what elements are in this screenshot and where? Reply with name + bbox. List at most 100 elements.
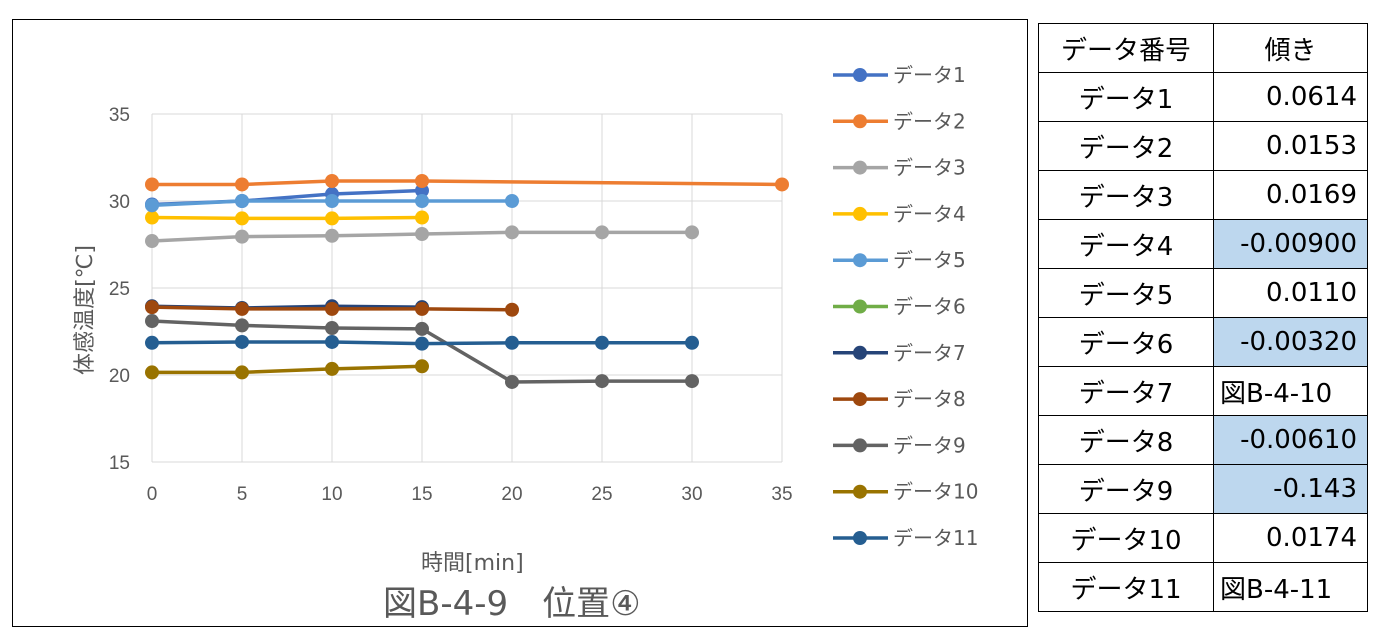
table-row: データ10 0.0174 bbox=[1038, 513, 1368, 563]
slope-table: データ番号 傾き データ1 0.0614 データ2 0.0153 データ3 0.0169 デ… bbox=[1038, 23, 1368, 612]
y-tick-label: 30 bbox=[109, 192, 130, 213]
data-point-series-10 bbox=[235, 365, 249, 380]
data-point-series-3 bbox=[505, 225, 519, 240]
x-tick-label: 10 bbox=[321, 484, 342, 505]
table-row: データ3 0.0169 bbox=[1038, 170, 1368, 220]
data-point-series-4 bbox=[415, 210, 429, 225]
table-row: データ1 0.0614 bbox=[1038, 72, 1368, 122]
legend-label: データ4 bbox=[893, 202, 966, 226]
data-point-series-2 bbox=[415, 173, 429, 188]
y-tick-label: 35 bbox=[109, 105, 130, 126]
row-slope-value: 0.0614 bbox=[1213, 72, 1368, 122]
legend-marker bbox=[853, 114, 867, 129]
row-label: データ4 bbox=[1038, 219, 1214, 269]
table-row: データ9 -0.143 bbox=[1038, 464, 1368, 514]
legend-label: データ10 bbox=[893, 480, 978, 504]
data-point-series-4 bbox=[325, 211, 339, 226]
legend-label: データ5 bbox=[893, 248, 966, 272]
chart-frame: 0 5 10 15 20 25 30 35 15 20 25 30 35 データ1 データ2 データ3 データ4… bbox=[12, 19, 1028, 627]
table-row: データ7 図B-4-10 bbox=[1038, 366, 1368, 416]
data-point-series-4 bbox=[145, 210, 159, 225]
row-label: データ7 bbox=[1038, 366, 1214, 416]
line-chart: 0 5 10 15 20 25 30 35 15 20 25 30 35 データ1 データ2 データ3 データ4… bbox=[109, 63, 979, 550]
data-point-series-11 bbox=[325, 334, 339, 349]
data-point-series-9 bbox=[325, 321, 339, 336]
row-slope-value: -0.143 bbox=[1213, 464, 1368, 514]
data-point-series-11 bbox=[595, 335, 609, 350]
x-tick-label: 30 bbox=[681, 484, 702, 505]
data-point-series-2 bbox=[325, 173, 339, 188]
y-tick-label: 25 bbox=[109, 279, 130, 300]
row-label: データ11 bbox=[1038, 562, 1214, 612]
data-point-series-11 bbox=[505, 335, 519, 350]
data-point-series-5 bbox=[325, 194, 339, 208]
legend-marker bbox=[853, 392, 867, 407]
data-point-series-5 bbox=[145, 198, 159, 213]
data-point-series-5 bbox=[415, 194, 429, 208]
table-row: データ4 -0.00900 bbox=[1038, 219, 1368, 269]
row-label: データ3 bbox=[1038, 170, 1214, 220]
data-point-series-3 bbox=[415, 227, 429, 242]
data-point-series-8 bbox=[505, 302, 519, 317]
row-slope-value: -0.00610 bbox=[1213, 415, 1368, 465]
data-point-series-3 bbox=[685, 225, 699, 240]
x-tick-label: 25 bbox=[591, 484, 612, 505]
data-point-series-1 bbox=[415, 183, 429, 198]
data-point-series-10 bbox=[325, 361, 339, 376]
data-point-series-10 bbox=[145, 365, 159, 380]
legend-marker bbox=[853, 253, 867, 268]
data-point-series-9 bbox=[685, 374, 699, 389]
row-label: データ8 bbox=[1038, 415, 1214, 465]
table-body: データ1 0.0614 データ2 0.0153 データ3 0.0169 データ4 -0.009… bbox=[1038, 72, 1368, 612]
data-point-series-11 bbox=[685, 335, 699, 350]
data-point-series-4 bbox=[235, 211, 249, 226]
figure-caption: 図B-4-9 位置④ bbox=[383, 584, 641, 624]
legend-marker bbox=[853, 68, 867, 82]
legend-marker bbox=[853, 345, 867, 360]
legend-label: データ2 bbox=[893, 109, 966, 133]
row-slope-value: 0.0169 bbox=[1213, 170, 1368, 220]
legend-label: データ11 bbox=[893, 526, 978, 550]
row-label: データ6 bbox=[1038, 317, 1214, 367]
table-row: データ6 -0.00320 bbox=[1038, 317, 1368, 367]
table-row: データ11 図B-4-11 bbox=[1038, 562, 1368, 612]
series-line-4 bbox=[151, 215, 423, 221]
data-point-series-10 bbox=[415, 359, 429, 374]
data-point-series-8 bbox=[235, 301, 249, 316]
data-point-series-2 bbox=[235, 177, 249, 192]
table-row: データ2 0.0153 bbox=[1038, 121, 1368, 171]
legend-marker bbox=[853, 160, 867, 175]
row-slope-value: 0.0110 bbox=[1213, 268, 1368, 318]
data-point-series-11 bbox=[235, 334, 249, 349]
data-point-series-5 bbox=[235, 194, 249, 208]
legend-label: データ6 bbox=[893, 295, 966, 319]
x-tick-label: 15 bbox=[411, 484, 432, 505]
row-slope-value: 図B-4-10 bbox=[1213, 366, 1368, 416]
x-tick-label: 35 bbox=[771, 484, 792, 505]
row-label: データ5 bbox=[1038, 268, 1214, 318]
row-slope-value: 0.0174 bbox=[1213, 513, 1368, 563]
row-label: データ2 bbox=[1038, 121, 1214, 171]
y-tick-label: 20 bbox=[109, 366, 130, 387]
data-point-series-9 bbox=[505, 374, 519, 389]
data-point-series-3 bbox=[235, 229, 249, 244]
x-axis-label: 時間[min] bbox=[421, 551, 524, 576]
data-point-series-8 bbox=[325, 301, 339, 316]
legend-marker bbox=[853, 531, 867, 545]
table-row: データ8 -0.00610 bbox=[1038, 415, 1368, 465]
legend-label: データ8 bbox=[893, 387, 966, 411]
data-point-series-9 bbox=[145, 314, 159, 329]
legend-marker bbox=[853, 299, 867, 314]
row-slope-value: -0.00900 bbox=[1213, 219, 1368, 269]
data-point-series-9 bbox=[235, 318, 249, 333]
table-row: データ5 0.0110 bbox=[1038, 268, 1368, 318]
series-line-10 bbox=[152, 364, 423, 375]
legend-label: データ1 bbox=[893, 63, 966, 87]
data-point-series-5 bbox=[505, 194, 519, 208]
legend-marker bbox=[853, 438, 867, 453]
data-point-series-11 bbox=[415, 336, 429, 351]
x-tick-label: 20 bbox=[501, 484, 522, 505]
legend-label: データ3 bbox=[893, 156, 966, 180]
row-slope-value: 図B-4-11 bbox=[1213, 562, 1368, 612]
legend-marker bbox=[853, 206, 867, 221]
